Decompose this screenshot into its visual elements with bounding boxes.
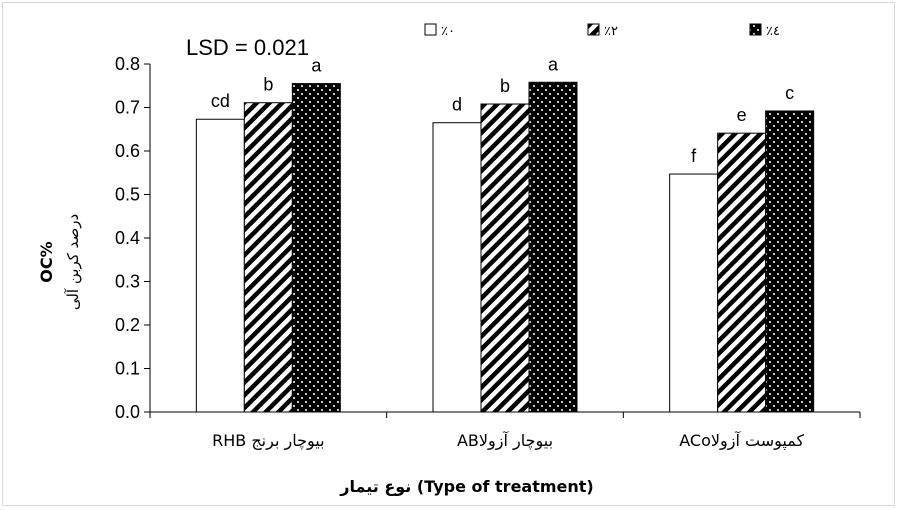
y-axis: 0.0 0.1 0.2 0.3 0.4 0.5 0.6 0.7 0.8	[115, 54, 151, 422]
y-tick-label: 0.2	[115, 315, 140, 335]
x-category-label: بیوچار آزولاAB	[457, 431, 553, 451]
bar	[528, 81, 578, 413]
y-tick-label: 0.7	[115, 98, 140, 118]
y-tick-label: 0.8	[115, 54, 140, 74]
lsd-annotation: LSD = 0.021	[186, 35, 309, 60]
y-axis-title: OC%	[37, 241, 56, 282]
bar	[195, 118, 245, 413]
bar	[432, 122, 482, 413]
bars	[195, 81, 815, 413]
bar-data-label: f	[691, 146, 697, 166]
legend: ٪۰ ٪۲ ٪٤	[424, 23, 780, 39]
y-tick-label: 0.6	[115, 141, 140, 161]
bar	[669, 173, 719, 413]
x-category-label: بیوچار برنج RHB	[212, 431, 324, 451]
bar	[243, 102, 293, 413]
legend-swatch	[587, 23, 600, 36]
legend-label: ٪٤	[766, 24, 780, 39]
category-labels: بیوچار برنج RHB بیوچار آزولاAB کمپوست آزول…	[212, 431, 804, 451]
x-axis	[149, 411, 861, 418]
y-tick-label: 0.3	[115, 272, 140, 292]
y-axis-subtitle: درصد کربن آلی	[64, 214, 82, 310]
bar-data-label: e	[737, 105, 747, 125]
legend-label: ٪۰	[441, 24, 455, 39]
axis-titles: OC% درصد کربن آلی نوع تیمار (Type of tre…	[37, 214, 594, 496]
bar-data-label: a	[548, 54, 559, 74]
bar	[765, 110, 815, 413]
bar	[291, 83, 341, 413]
bar-data-label: cd	[211, 91, 230, 111]
bar-data-label: a	[311, 56, 322, 76]
bar-data-label: b	[500, 76, 510, 96]
y-tick-label: 0.5	[115, 185, 140, 205]
legend-swatch	[749, 23, 762, 36]
legend-swatch	[424, 23, 437, 36]
bar-data-label: c	[785, 83, 794, 103]
x-axis-title: نوع تیمار (Type of treatment)	[339, 477, 593, 496]
bar-data-label: d	[452, 95, 462, 115]
y-tick-label: 0.0	[115, 402, 140, 422]
bar	[480, 103, 530, 413]
y-tick-label: 0.4	[115, 228, 140, 248]
legend-label: ٪۲	[604, 24, 618, 39]
bar-data-label: b	[263, 75, 273, 95]
y-tick-label: 0.1	[115, 359, 140, 379]
annotation-group: LSD = 0.021	[186, 35, 309, 60]
x-category-label: کمپوست آزولاACo	[679, 431, 804, 451]
bar-labels: cd b a d b a f e c	[211, 54, 794, 166]
bar	[717, 132, 767, 413]
